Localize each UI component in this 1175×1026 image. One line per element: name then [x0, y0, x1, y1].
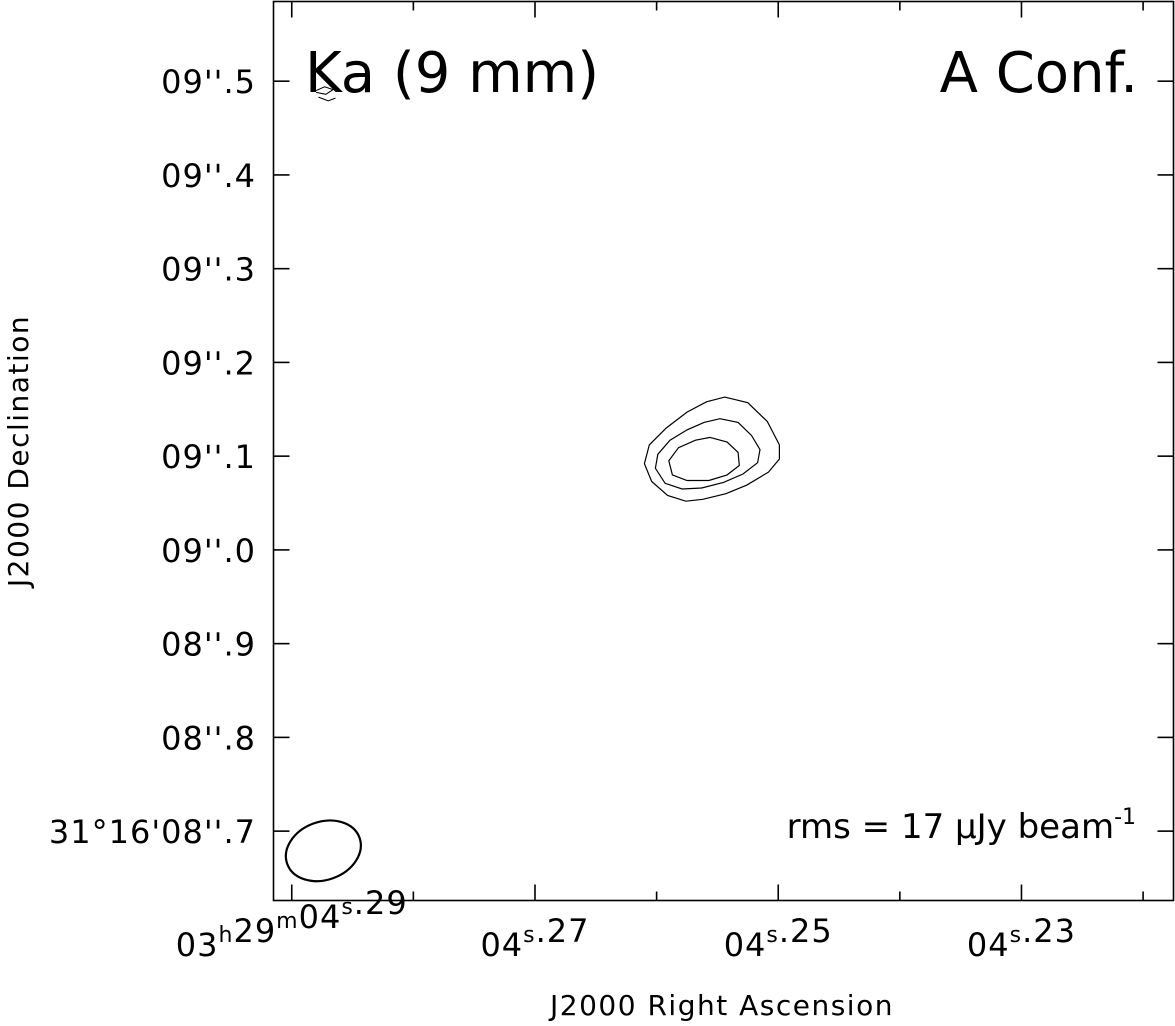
x-tick-label-part: .29: [354, 884, 408, 922]
source-contour: [643, 396, 780, 502]
source-contour: [654, 418, 761, 490]
x-tick-label-part: 29: [233, 912, 276, 950]
x-tick-label-unit: s: [1010, 923, 1022, 948]
band-label: Ka (9 mm): [305, 41, 599, 106]
noise-contour: [315, 86, 335, 95]
y-tick-label: 08''.8: [161, 719, 256, 757]
x-tick-label-part: 04: [480, 926, 523, 964]
x-tick-label-part: .25: [779, 912, 833, 950]
plot-frame: [272, 0, 1175, 902]
tick-marks: [273, 1, 1174, 901]
x-tick-label-unit: s: [341, 895, 353, 920]
beam-ellipse: [284, 819, 362, 883]
noise-contour: [318, 96, 336, 102]
rms-value: rms = 17 μJy beam: [787, 807, 1114, 847]
x-tick-label-unit: s: [766, 923, 778, 948]
y-tick-labels: 09''.5 09''.4 09''.3 09''.2 09''.1 09''.0 08''…: [49, 63, 256, 851]
configuration-label: A Conf.: [940, 41, 1138, 106]
source-contour: [668, 436, 740, 482]
x-tick-label-unit: h: [219, 923, 234, 948]
x-tick-label-unit: m: [276, 909, 298, 934]
x-axis-title: J2000 Right Ascension: [548, 989, 894, 1022]
x-tick-label: 04s.27: [480, 912, 589, 964]
x-tick-label-part: 04: [299, 898, 342, 936]
x-tick-label-unit: s: [523, 923, 535, 948]
x-tick-label-part: 04: [967, 926, 1010, 964]
y-tick-label: 31°16'08''.7: [49, 813, 256, 851]
y-tick-label: 09''.1: [161, 438, 256, 476]
y-tick-label: 09''.3: [161, 251, 256, 289]
y-tick-label: 09''.0: [161, 532, 256, 570]
y-tick-label: 08''.9: [161, 626, 256, 664]
y-tick-label: 09''.2: [161, 344, 256, 382]
x-tick-label-part: .23: [1022, 912, 1076, 950]
x-tick-label-part: 04: [724, 926, 767, 964]
x-tick-label: 03h29m04s.29: [176, 884, 408, 964]
y-axis-title: J2000 Declination: [2, 315, 35, 589]
y-tick-label: 09''.5: [161, 63, 256, 101]
x-tick-label: 04s.25: [724, 912, 833, 964]
rms-label: rms = 17 μJy beam-1: [787, 805, 1136, 847]
x-tick-label-part: 03: [176, 926, 219, 964]
x-tick-label: 04s.23: [967, 912, 1076, 964]
rms-exponent: -1: [1114, 805, 1136, 830]
contour-layer: [284, 86, 780, 883]
x-tick-label-part: .27: [536, 912, 590, 950]
y-tick-label: 09''.4: [161, 157, 256, 195]
